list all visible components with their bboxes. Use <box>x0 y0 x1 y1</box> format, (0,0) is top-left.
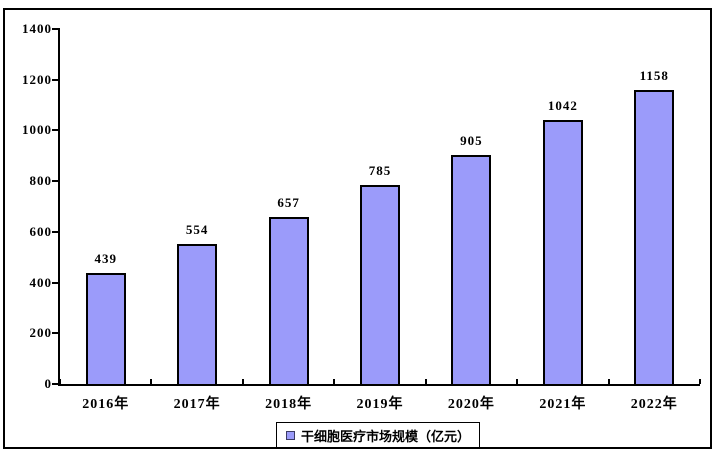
y-axis-tick <box>52 383 58 385</box>
x-axis-label: 2020年 <box>447 397 495 412</box>
legend: 干细胞医疗市场规模（亿元） <box>276 422 481 448</box>
legend-series-marker-icon <box>286 430 295 440</box>
bar-value-label: 785 <box>368 162 392 178</box>
bar <box>268 217 309 384</box>
y-axis-tick <box>52 28 58 30</box>
y-axis-tick <box>52 281 58 284</box>
y-axis-label: 800 <box>29 173 52 189</box>
bar <box>542 119 583 384</box>
y-axis-label: 400 <box>29 274 52 290</box>
y-axis-label: 200 <box>29 325 52 341</box>
x-axis-tick <box>607 379 610 384</box>
y-axis-label: 1000 <box>22 122 52 138</box>
bar-value-label: 1042 <box>547 97 578 113</box>
x-axis-label: 2016年 <box>82 397 130 412</box>
y-axis-label: 1400 <box>22 21 52 36</box>
legend-series-label: 干细胞医疗市场规模（亿元） <box>301 428 471 444</box>
y-axis-tick <box>52 180 58 183</box>
y-axis-label: 600 <box>29 223 52 239</box>
bar <box>85 272 126 384</box>
x-axis-line <box>58 384 700 386</box>
x-axis-tick <box>241 379 244 384</box>
x-axis-label: 2019年 <box>356 397 404 412</box>
y-axis-label: 1200 <box>22 71 52 87</box>
x-axis-label: 2021年 <box>539 397 587 412</box>
x-axis-tick <box>516 379 519 384</box>
y-axis-tick <box>52 129 58 132</box>
bar-value-label: 905 <box>460 132 483 148</box>
x-axis-label: 2017年 <box>173 397 221 412</box>
bar-value-label: 554 <box>185 221 209 237</box>
x-axis-tick <box>59 379 61 384</box>
x-axis-tick <box>699 379 701 384</box>
y-axis-label: 0 <box>44 376 52 391</box>
x-axis-tick <box>150 379 153 384</box>
bar <box>360 184 400 384</box>
y-axis-tick <box>52 78 58 81</box>
y-axis-tick <box>52 332 58 335</box>
bar-value-label: 439 <box>94 250 117 266</box>
bar-value-label: 1158 <box>639 68 669 84</box>
bar <box>634 90 675 384</box>
bar <box>451 154 492 384</box>
y-axis-tick <box>52 230 58 233</box>
bar <box>177 243 218 384</box>
x-axis-tick <box>424 379 427 384</box>
x-axis-label: 2022年 <box>630 397 678 412</box>
x-axis-label: 2018年 <box>265 397 313 412</box>
x-axis-tick <box>333 379 336 384</box>
y-axis-line <box>58 28 60 386</box>
bar-value-label: 657 <box>277 195 300 211</box>
